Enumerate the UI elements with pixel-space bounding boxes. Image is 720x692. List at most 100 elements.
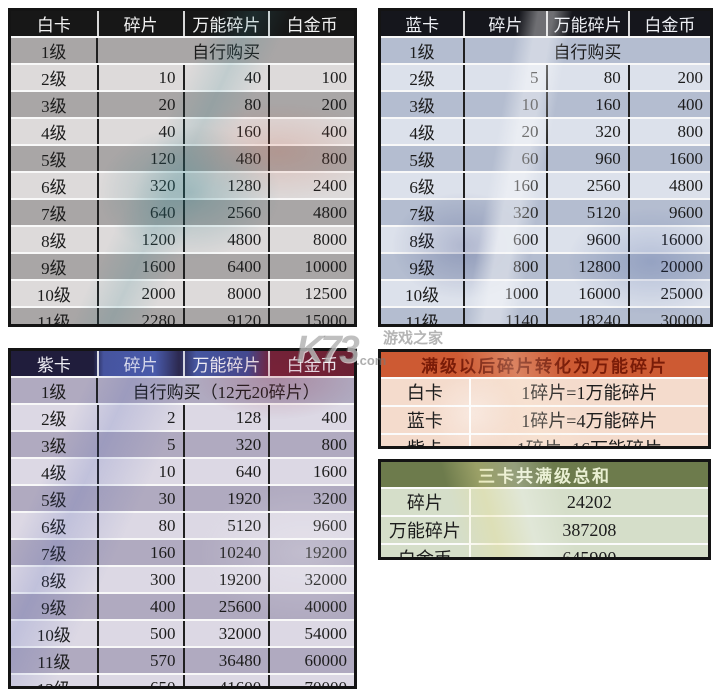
row-label-cell: 蓝卡: [406, 411, 443, 431]
blue-card-cost-table: 蓝卡 碎片 万能碎片 白金币 1级 自行购买 2级 5 80 200 3级 10 160 400 4级 20 3…: [378, 8, 713, 327]
value-cell: 800: [463, 254, 545, 279]
value-cell: 40000: [268, 594, 354, 619]
level-cell: 5级: [41, 151, 67, 170]
value-cell: 3200: [268, 486, 354, 511]
table-row: 9级 400 25600 40000: [11, 592, 354, 619]
value-cell: 80: [96, 513, 183, 538]
table-row: 8级 600 9600 16000: [381, 225, 710, 252]
value-cell: 400: [268, 405, 354, 430]
value-cell: 6400: [182, 254, 269, 279]
level-cell: 2级: [409, 70, 435, 89]
value-cell: 2280: [96, 308, 183, 324]
level-cell: 3级: [409, 97, 435, 116]
value-cell: 160: [545, 92, 628, 117]
row-label-cell: 万能碎片: [388, 521, 461, 541]
purple-card-cost-table: 紫卡 碎片 万能碎片 白金币 1级 自行购买（12元20碎片） 2级 2 128 400 3级 5 32…: [8, 348, 357, 689]
value-cell: 800: [268, 432, 354, 457]
table-row: 4级 10 640 1600: [11, 457, 354, 484]
table-row: 2级 10 40 100: [11, 63, 354, 90]
level-cell: 9级: [41, 599, 67, 618]
value-cell: 40: [96, 119, 183, 144]
purchase-note-cell: 自行购买: [462, 38, 710, 63]
column-header: 碎片: [96, 11, 183, 36]
value-cell: 20000: [627, 254, 710, 279]
level-cell: 5级: [409, 151, 435, 170]
value-cell: 10000: [268, 254, 354, 279]
value-cell: 100: [268, 65, 354, 90]
level-cell: 8级: [41, 572, 67, 591]
level-cell: 6级: [409, 178, 435, 197]
value-cell: 32000: [182, 621, 269, 646]
level-cell: 7级: [41, 545, 67, 564]
value-cell: 800: [627, 119, 710, 144]
level-cell: 6级: [41, 178, 67, 197]
value-cell: 60: [463, 146, 545, 171]
value-cell: 300: [96, 567, 183, 592]
table-row: 4级 20 320 800: [381, 117, 710, 144]
table-row: 10级 500 32000 54000: [11, 619, 354, 646]
table-row: 7级 320 5120 9600: [381, 198, 710, 225]
table-row: 1级 自行购买（12元20碎片）: [11, 376, 354, 403]
value-cell: 1920: [182, 486, 269, 511]
value-cell: 2000: [96, 281, 183, 306]
value-cell: 8000: [268, 227, 354, 252]
value-cell: 500: [96, 621, 183, 646]
value-cell: 1200: [96, 227, 183, 252]
row-value-cell: 645900: [468, 545, 708, 557]
value-cell: 960: [545, 146, 628, 171]
level-cell: 6级: [41, 518, 67, 537]
level-cell: 1级: [40, 43, 67, 62]
value-cell: 16000: [627, 227, 710, 252]
row-label-cell: 碎片: [406, 493, 443, 513]
table-row: 5级 30 1920 3200: [11, 484, 354, 511]
table-row: 2级 2 128 400: [11, 403, 354, 430]
value-cell: 400: [268, 119, 354, 144]
level-cell: 7级: [41, 205, 67, 224]
table-row: 6级 320 1280 2400: [11, 171, 354, 198]
level-cell: 10级: [36, 626, 71, 645]
value-cell: 320: [96, 173, 183, 198]
level-cell: 2级: [41, 410, 67, 429]
value-cell: 40: [182, 65, 269, 90]
value-cell: 70000: [268, 675, 354, 686]
value-cell: 8000: [182, 281, 269, 306]
value-cell: 160: [96, 540, 183, 565]
value-cell: 1600: [268, 459, 354, 484]
value-cell: 400: [627, 92, 710, 117]
value-cell: 15000: [268, 308, 354, 324]
column-header: 白金币: [627, 11, 710, 36]
table-row: 11级 570 36480 60000: [11, 646, 354, 673]
value-cell: 200: [268, 92, 354, 117]
table-row: 3级 20 80 200: [11, 90, 354, 117]
summary-table-body: 碎片 24202 万能碎片 387208 白金币 645900: [381, 487, 708, 557]
value-cell: 80: [182, 92, 269, 117]
table-title: 蓝卡: [405, 16, 440, 35]
level-cell: 2级: [41, 70, 67, 89]
value-cell: 600: [463, 227, 545, 252]
level-cell: 8级: [409, 232, 435, 251]
table-row: 万能碎片 387208: [381, 515, 708, 543]
value-cell: 800: [268, 146, 354, 171]
value-cell: 10: [96, 65, 183, 90]
table-row: 11级 2280 9120 15000: [11, 306, 354, 327]
table-title: 紫卡: [36, 356, 71, 375]
value-cell: 41600: [182, 675, 269, 686]
value-cell: 640: [182, 459, 269, 484]
level-cell: 3级: [41, 97, 67, 116]
level-cell: 9级: [409, 259, 435, 278]
value-cell: 1000: [463, 281, 545, 306]
table-row: 3级 5 320 800: [11, 430, 354, 457]
value-cell: 10: [96, 459, 183, 484]
table-row: 白卡 1碎片=1万能碎片: [381, 377, 708, 405]
purchase-note-cell: 自行购买（12元20碎片）: [96, 378, 354, 403]
conversion-table-body: 白卡 1碎片=1万能碎片 蓝卡 1碎片=4万能碎片 紫卡 1碎片=16万能碎片: [381, 377, 708, 446]
value-cell: 12800: [545, 254, 628, 279]
value-cell: 4800: [627, 173, 710, 198]
value-cell: 128: [182, 405, 269, 430]
value-cell: 16000: [545, 281, 628, 306]
table-row: 6级 160 2560 4800: [381, 171, 710, 198]
value-cell: 480: [182, 146, 269, 171]
level-cell: 11级: [405, 313, 439, 327]
level-cell: 11级: [37, 313, 71, 327]
